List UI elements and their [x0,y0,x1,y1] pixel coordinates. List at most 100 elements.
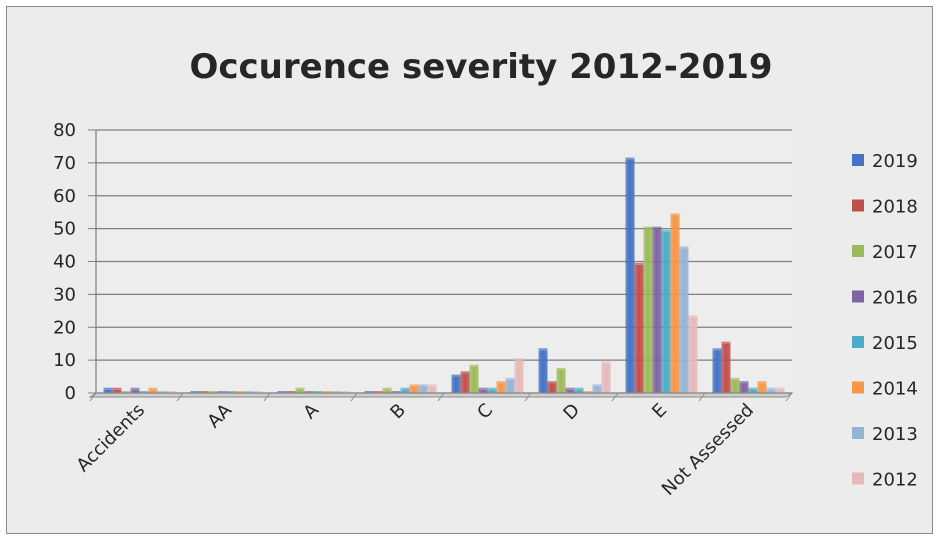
legend-swatch [852,154,864,166]
bar-2013-e [679,246,689,393]
bar-2014-accidents [148,387,158,393]
x-tick-mark [176,392,184,402]
bar-2018-d [547,381,557,393]
bar-2019-a [277,391,287,393]
bar-2014-c [496,381,506,393]
y-axis-tick-labels: 0 10 20 30 40 50 60 70 80 [53,120,76,404]
bar-2019-c [451,374,461,393]
bar-2017-c [469,364,479,393]
bar-2019-accidents [103,387,113,393]
legend-label: 2017 [872,242,918,263]
bar-2018-not-assessed [721,341,731,393]
legend: 2019 2018 2017 2016 2015 2014 2013 2012 [852,151,918,491]
bar-2012-c [514,358,524,393]
bar-2014-d [583,391,593,393]
bar-2017-d [556,367,566,393]
legend-label: 2018 [872,197,918,218]
legend-swatch [852,472,864,485]
bar-2012-accidents [166,391,176,393]
legend-label: 2012 [872,470,918,491]
legend-item-2014: 2014 [852,379,918,400]
bar-2016-not-assessed [739,381,749,393]
x-tick-mark [524,392,532,402]
y-tick-label: 0 [65,383,76,404]
bar-2015-accidents [139,391,149,393]
bar-2016-d [565,387,575,393]
bar-2019-e [625,157,635,393]
bar-2018-e [634,262,644,393]
legend-swatch [852,427,864,439]
bar-2013-accidents [157,391,167,393]
bar-2019-not-assessed [712,348,722,393]
x-tick-mark [437,392,445,402]
legend-item-2018: 2018 [852,197,918,218]
bar-2014-aa [235,391,245,393]
bar-2015-a [313,391,323,393]
bar-2013-c [505,377,515,393]
x-tick-mark [350,392,358,402]
bar-2015-aa [226,391,236,393]
bar-2018-aa [199,391,209,393]
x-tick-mark [263,392,271,402]
legend-label: 2013 [872,424,918,445]
x-tick-label: E [648,400,671,423]
y-tick-label: 70 [53,153,76,174]
legend-item-2013: 2013 [852,424,918,445]
bar-2019-d [538,348,548,393]
bar-2013-a [331,391,341,393]
bar-2019-aa [190,391,200,393]
y-tick-label: 80 [53,120,76,141]
bar-2014-not-assessed [757,381,767,393]
bar-2017-aa [208,391,218,393]
bar-2019-b [364,391,374,393]
bar-2015-e [661,229,671,393]
legend-swatch [852,290,864,303]
axes [88,129,793,402]
bar-2015-b [400,387,410,393]
legend-swatch [852,336,864,348]
legend-item-2019: 2019 [852,151,918,172]
bar-2013-not-assessed [766,387,776,393]
legend-item-2012: 2012 [852,470,918,491]
y-tick-label: 40 [53,252,76,273]
legend-item-2015: 2015 [852,333,918,354]
x-tick-label: Accidents [73,400,149,476]
bar-2017-b [382,387,392,393]
bar-2014-a [322,391,332,393]
bars [103,157,785,393]
bar-2016-b [391,391,401,393]
x-tick-label: C [473,400,497,424]
x-tick-label: Not Assessed [658,400,758,500]
bar-2012-a [340,391,350,393]
chart-title: Occurence severity 2012-2019 [189,47,772,87]
bar-2017-accidents [121,391,131,393]
bar-2015-c [487,387,497,393]
x-tick-mark [785,392,793,402]
bar-2013-aa [244,391,254,393]
bar-2012-b [427,384,437,393]
legend-item-2016: 2016 [852,288,918,309]
bar-2017-e [643,226,653,393]
bar-2013-d [592,384,602,393]
x-tick-label: B [386,400,410,424]
legend-label: 2015 [872,333,918,354]
x-tick-mark [698,392,706,402]
legend-swatch [852,199,864,212]
legend-label: 2016 [872,288,918,309]
bar-2013-b [418,384,428,393]
bar-2017-a [295,387,305,393]
bar-2016-c [478,387,488,393]
bar-2018-a [286,391,296,393]
bar-2016-aa [217,391,227,393]
bar-2014-e [670,213,680,393]
bar-2012-not-assessed [775,387,785,393]
gridlines [88,129,794,398]
y-tick-label: 20 [53,317,76,338]
bar-2017-not-assessed [730,377,740,393]
bar-2012-aa [253,391,263,393]
legend-label: 2014 [872,379,918,400]
x-tick-label: A [299,399,323,423]
bar-2016-accidents [130,387,140,393]
bar-2015-d [574,387,584,393]
